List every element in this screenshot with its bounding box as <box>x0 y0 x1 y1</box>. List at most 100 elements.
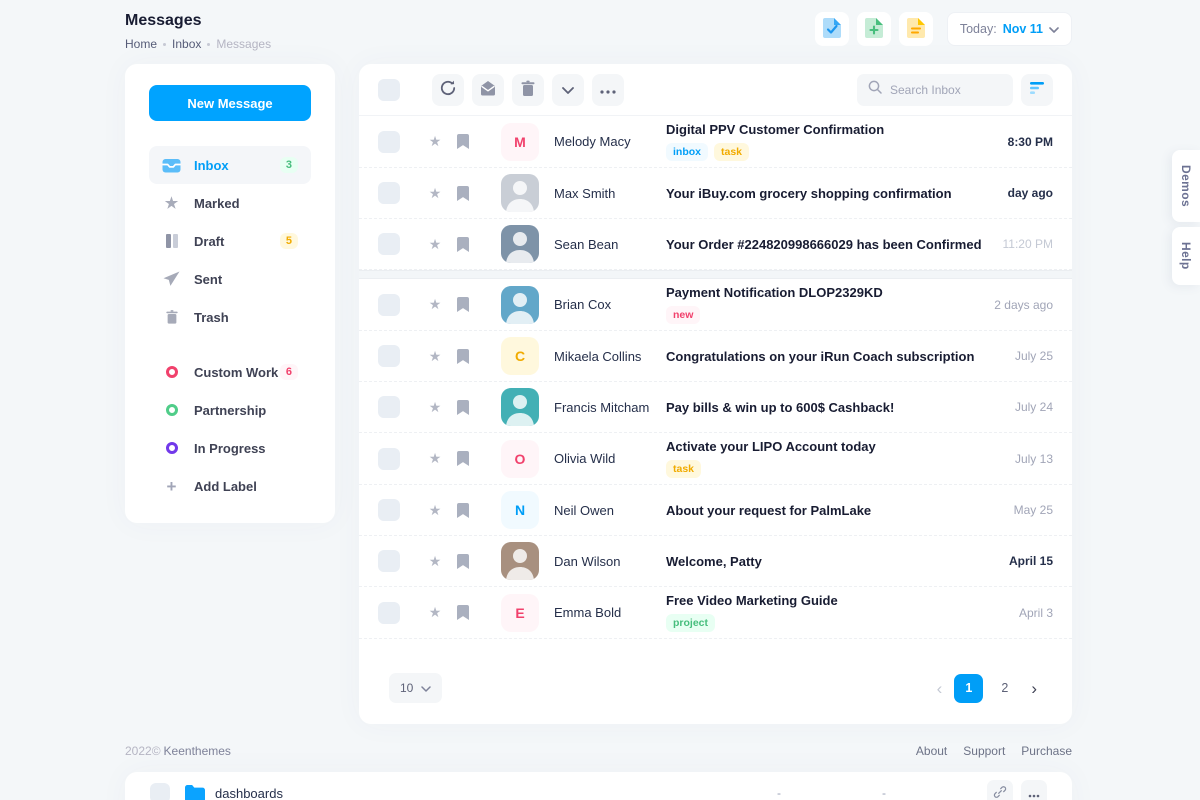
side-tab-help[interactable]: Help <box>1172 227 1200 285</box>
archive-button[interactable] <box>472 73 504 106</box>
sidebar-label-item[interactable]: + Add Label <box>149 467 311 505</box>
sidebar-label-item[interactable]: Partnership <box>149 391 311 429</box>
sender-name[interactable]: Melody Macy <box>554 134 631 149</box>
bookmark-icon[interactable] <box>456 236 470 252</box>
star-icon[interactable]: ★ <box>428 450 442 466</box>
footer-link-purchase[interactable]: Purchase <box>1021 744 1072 758</box>
message-subject[interactable]: About your request for PalmLake <box>666 502 872 518</box>
row-checkbox[interactable] <box>378 396 400 418</box>
sender-name[interactable]: Sean Bean <box>554 236 619 252</box>
row-checkbox[interactable] <box>378 130 400 153</box>
message-row[interactable]: ★ N Neil Owen About your request for Pal… <box>359 485 1072 536</box>
row-checkbox[interactable] <box>378 550 400 572</box>
file-name[interactable]: dashboards <box>215 785 283 800</box>
message-row[interactable]: ★ Francis Mitcham Pay bills & win up to … <box>359 382 1072 433</box>
file-more-button[interactable] <box>1021 780 1047 800</box>
bookmark-icon[interactable] <box>456 185 470 201</box>
message-subject[interactable]: Payment Notification DLOP2329KD <box>666 285 883 300</box>
bookmark-icon[interactable] <box>456 451 470 466</box>
sender-name[interactable]: Emma Bold <box>554 605 622 620</box>
copy-link-button[interactable] <box>987 780 1013 800</box>
select-all-checkbox[interactable] <box>378 78 400 101</box>
more-actions-button[interactable] <box>592 73 624 106</box>
message-subject[interactable]: Your iBuy.com grocery shopping confirmat… <box>666 185 952 201</box>
row-checkbox[interactable] <box>378 447 400 470</box>
sidebar-label-item[interactable]: Custom Work 6 <box>149 353 311 391</box>
sidebar-folder-item[interactable]: ★ Marked <box>149 184 311 222</box>
row-checkbox[interactable] <box>378 182 400 204</box>
sidebar-folder-item[interactable]: Inbox 3 <box>149 146 311 184</box>
sender-name[interactable]: Dan Wilson <box>554 553 621 569</box>
more-select-button[interactable] <box>552 73 584 106</box>
star-icon[interactable]: ★ <box>428 398 442 415</box>
file-check-button[interactable] <box>814 12 849 46</box>
row-checkbox[interactable] <box>378 233 400 255</box>
message-row[interactable]: ★ C Mikaela Collins Congratulations on y… <box>359 331 1072 382</box>
star-icon[interactable]: ★ <box>428 296 442 312</box>
star-icon[interactable]: ★ <box>428 552 442 569</box>
footer-link-about[interactable]: About <box>915 744 948 758</box>
file-lines-button[interactable] <box>898 12 933 46</box>
refresh-button[interactable] <box>432 73 464 106</box>
row-checkbox[interactable] <box>378 499 400 521</box>
sender-name[interactable]: Olivia Wild <box>554 451 616 466</box>
new-message-button[interactable]: New Message <box>149 85 311 121</box>
sidebar-folder-item[interactable]: Draft 5 <box>149 222 311 260</box>
star-icon[interactable]: ★ <box>428 184 442 201</box>
sender-name[interactable]: Neil Owen <box>554 502 614 518</box>
star-icon[interactable]: ★ <box>428 235 442 252</box>
message-subject[interactable]: Activate your LIPO Account today <box>666 439 876 454</box>
star-icon[interactable]: ★ <box>428 604 442 620</box>
bookmark-icon[interactable] <box>456 134 470 149</box>
message-row[interactable]: ★ Dan Wilson Welcome, Patty April 15 <box>359 536 1072 587</box>
sidebar-folder-item[interactable]: Trash <box>149 298 311 336</box>
message-subject[interactable]: Pay bills & win up to 600$ Cashback! <box>666 399 895 415</box>
star-icon[interactable]: ★ <box>428 347 442 364</box>
bookmark-icon[interactable] <box>456 605 470 620</box>
filter-button[interactable] <box>1021 73 1053 106</box>
file-row[interactable]: dashboards - - <box>150 780 1047 800</box>
star-icon[interactable]: ★ <box>428 501 442 518</box>
page-size-select[interactable]: 10 <box>389 673 443 703</box>
page-button[interactable]: 2 <box>1001 681 1009 695</box>
sender-name[interactable]: Brian Cox <box>554 297 612 312</box>
side-tab-demos[interactable]: Demos <box>1172 150 1200 223</box>
message-subject[interactable]: Welcome, Patty <box>666 553 762 569</box>
sender-name[interactable]: Francis Mitcham <box>554 399 650 415</box>
next-page-button[interactable]: › <box>1031 678 1037 698</box>
prev-page-button[interactable]: ‹ <box>936 678 943 698</box>
breadcrumb-item[interactable]: Inbox <box>172 37 202 51</box>
message-subject[interactable]: Digital PPV Customer Confirmation <box>666 122 885 137</box>
row-checkbox[interactable] <box>378 601 400 624</box>
breadcrumb-item[interactable]: Home <box>125 37 158 51</box>
date-picker-button[interactable]: Today: Nov 11 <box>946 12 1072 46</box>
sender-name[interactable]: Mikaela Collins <box>554 348 642 364</box>
page-button[interactable]: 1 <box>954 673 984 703</box>
star-icon[interactable]: ★ <box>428 133 442 149</box>
footer-link-support[interactable]: Support <box>963 744 1006 758</box>
bookmark-icon[interactable] <box>456 348 470 364</box>
bookmark-icon[interactable] <box>456 399 470 415</box>
sidebar-folder-item[interactable]: Sent <box>149 260 311 298</box>
file-plus-button[interactable] <box>856 12 891 46</box>
message-row[interactable]: ★ E Emma Bold Free Video Marketing Guide… <box>359 587 1072 639</box>
file-checkbox[interactable] <box>150 783 170 800</box>
brand-link[interactable]: Keenthemes <box>163 744 231 758</box>
delete-button[interactable] <box>512 73 544 106</box>
sender-name[interactable]: Max Smith <box>554 185 616 201</box>
sidebar-label-item[interactable]: In Progress <box>149 429 311 467</box>
message-row[interactable]: ★ Brian Cox Payment Notification DLOP232… <box>359 279 1072 331</box>
search-input[interactable] <box>890 82 1002 97</box>
message-subject[interactable]: Free Video Marketing Guide <box>666 593 838 608</box>
message-row[interactable]: ★ Max Smith Your iBuy.com grocery shoppi… <box>359 168 1072 219</box>
bookmark-icon[interactable] <box>456 502 470 518</box>
message-subject[interactable]: Your Order #224820998666029 has been Con… <box>666 236 982 252</box>
message-row[interactable]: ★ M Melody Macy Digital PPV Customer Con… <box>359 116 1072 168</box>
bookmark-icon[interactable] <box>456 297 470 312</box>
bookmark-icon[interactable] <box>456 553 470 569</box>
message-subject[interactable]: Congratulations on your iRun Coach subsc… <box>666 348 975 364</box>
row-checkbox[interactable] <box>378 293 400 316</box>
message-row[interactable]: ★ Sean Bean Your Order #224820998666029 … <box>359 219 1072 270</box>
row-checkbox[interactable] <box>378 345 400 367</box>
message-row[interactable]: ★ O Olivia Wild Activate your LIPO Accou… <box>359 433 1072 485</box>
